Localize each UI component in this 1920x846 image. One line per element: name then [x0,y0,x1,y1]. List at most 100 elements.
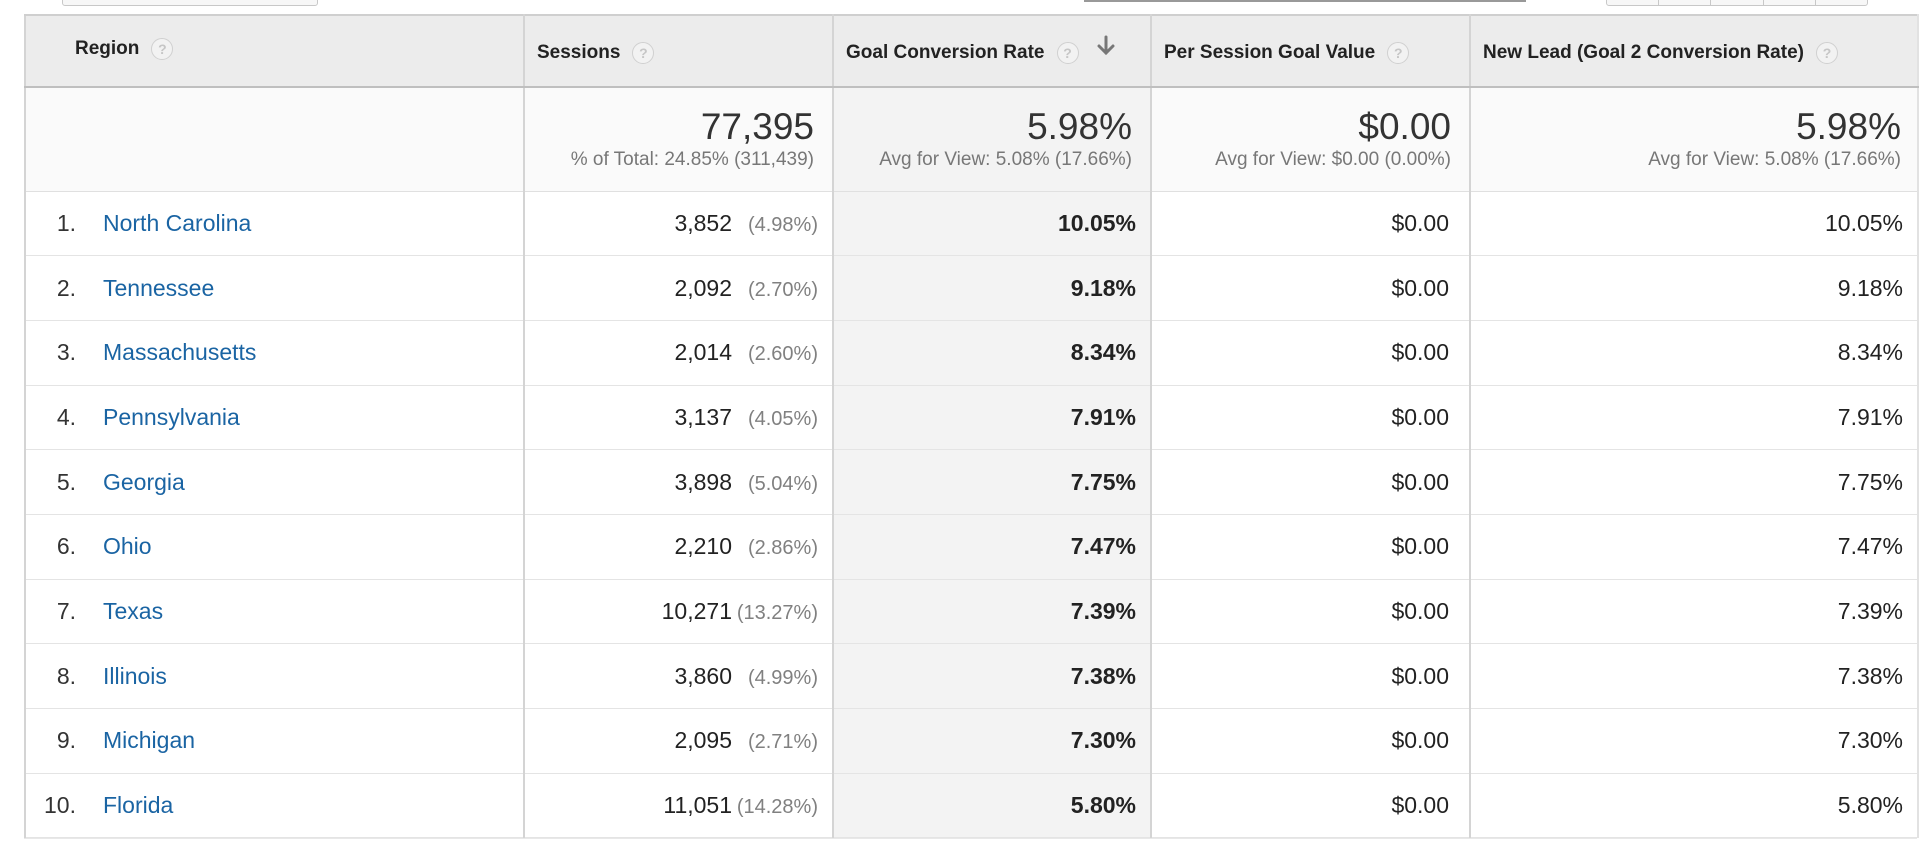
goal-conversion-rate-cell: 7.47% [833,514,1152,580]
region-link[interactable]: Ohio [103,533,152,560]
sessions-value: 2,092 [674,274,732,301]
help-icon[interactable]: ? [151,37,174,60]
search-box[interactable] [1084,0,1526,2]
help-icon[interactable]: ? [1387,41,1410,64]
column-header-region[interactable]: Region? [24,14,525,88]
sessions-cell: 2,092 (2.70%) [524,255,834,321]
new-lead-cell: 9.18% [1470,255,1919,321]
column-header-per-session-goal-value[interactable]: Per Session Goal Value? [1151,14,1471,88]
goal-conversion-rate-cell: 7.39% [833,579,1152,645]
view-toggle-2[interactable] [1658,0,1710,5]
new-lead-cell: 7.38% [1470,643,1919,709]
goal-conversion-rate-cell: 10.05% [833,191,1152,257]
sessions-cell: 2,095 (2.71%) [524,708,834,774]
new-lead-cell: 7.47% [1470,514,1919,580]
region-link[interactable]: Tennessee [103,274,215,301]
sessions-percent: (14.28%) [736,796,818,819]
column-header-goal-conversion-rate[interactable]: Goal Conversion Rate? [833,14,1152,88]
sessions-value: 3,852 [674,209,732,236]
column-header-label: New Lead (Goal 2 Conversion Rate) [1483,41,1804,63]
region-cell: 7. Texas [24,579,525,645]
table-row: 10. Florida 11,051 (14.28%) 5.80% $0.00 5.… [24,773,1919,839]
help-icon[interactable]: ? [1056,42,1079,64]
goal-conversion-rate-cell: 5.80% [833,773,1152,839]
row-index: 6. [56,533,76,560]
view-toggle-1[interactable] [1607,0,1658,5]
sessions-cell: 10,271 (13.27%) [524,579,834,645]
per-session-goal-value-cell: $0.00 [1151,514,1471,580]
totals-gcr-value: 5.98% [1027,106,1132,148]
view-toggle-5[interactable] [1814,0,1867,5]
view-toggle-4[interactable] [1762,0,1815,5]
totals-new-lead-sub: Avg for View: 5.08% (17.66%) [1648,149,1901,171]
table-row: 3. Massachusetts 2,014 (2.60%) 8.34% $0.00… [24,320,1919,386]
sessions-value: 2,210 [674,533,732,560]
goal-conversion-rate-cell: 8.34% [833,320,1152,386]
region-link[interactable]: North Carolina [103,209,252,236]
per-session-goal-value-cell: $0.00 [1151,708,1471,774]
goal-conversion-rate-cell: 7.30% [833,708,1152,774]
column-header-label: Goal Conversion Rate [846,42,1045,63]
region-link[interactable]: Pennsylvania [103,403,240,430]
sessions-cell: 2,210 (2.86%) [524,514,834,580]
totals-region-cell [24,87,525,192]
sessions-cell: 3,898 (5.04%) [524,449,834,515]
totals-psv-sub: Avg for View: $0.00 (0.00%) [1215,149,1451,171]
region-link[interactable]: Texas [103,597,164,624]
sessions-percent: (5.04%) [747,472,818,495]
help-icon[interactable]: ? [1815,41,1838,64]
region-link[interactable]: Massachusetts [103,339,257,366]
new-lead-cell: 7.39% [1470,579,1919,645]
totals-sessions-cell: 77,395 % of Total: 24.85% (311,439) [524,87,834,192]
region-cell: 4. Pennsylvania [24,385,525,451]
row-index: 7. [56,597,76,624]
row-index: 1. [56,209,76,236]
totals-sessions-value: 77,395 [700,106,814,148]
header-row: Region? Sessions? Goal Conversion Rate? … [24,14,1919,88]
column-header-new-lead[interactable]: New Lead (Goal 2 Conversion Rate)? [1470,14,1919,88]
region-cell: 1. North Carolina [24,191,525,257]
totals-psv-cell: $0.00 Avg for View: $0.00 (0.00%) [1151,87,1471,192]
region-link[interactable]: Florida [103,792,174,819]
table-row: 7. Texas 10,271 (13.27%) 7.39% $0.00 7.39% [24,579,1919,645]
goal-conversion-rate-cell: 7.38% [833,643,1152,709]
totals-gcr-sub: Avg for View: 5.08% (17.66%) [879,149,1132,171]
sessions-cell: 11,051 (14.28%) [524,773,834,839]
region-cell: 6. Ohio [24,514,525,580]
totals-row: 77,395 % of Total: 24.85% (311,439) 5.98… [24,87,1919,192]
help-icon[interactable]: ? [632,41,655,64]
table-row: 2. Tennessee 2,092 (2.70%) 9.18% $0.00 9.1… [24,255,1919,321]
per-session-goal-value-cell: $0.00 [1151,643,1471,709]
per-session-goal-value-cell: $0.00 [1151,385,1471,451]
sessions-cell: 3,852 (4.98%) [524,191,834,257]
totals-new-lead-value: 5.98% [1796,106,1901,148]
sessions-value: 3,860 [674,662,732,689]
row-index: 3. [56,339,76,366]
row-index: 9. [56,727,76,754]
new-lead-cell: 5.80% [1470,773,1919,839]
totals-psv-value: $0.00 [1358,106,1451,148]
region-link[interactable]: Michigan [103,727,196,754]
column-header-sessions[interactable]: Sessions? [524,14,834,88]
column-header-label: Per Session Goal Value [1164,41,1376,63]
arrow-down-icon[interactable] [1097,35,1115,63]
sessions-value: 3,898 [674,468,732,495]
table-row: 9. Michigan 2,095 (2.71%) 7.30% $0.00 7.30… [24,708,1919,774]
sessions-percent: (4.99%) [747,666,818,689]
row-index: 8. [56,662,76,689]
sessions-percent: (2.60%) [747,343,818,366]
view-toggle-3[interactable] [1710,0,1762,5]
row-index: 2. [56,274,76,301]
region-link[interactable]: Georgia [103,468,185,495]
new-lead-cell: 7.91% [1470,385,1919,451]
view-toggle-group[interactable] [1606,0,1868,6]
goal-conversion-rate-cell: 7.75% [833,449,1152,515]
per-session-goal-value-cell: $0.00 [1151,449,1471,515]
sessions-percent: (2.70%) [747,278,818,301]
region-link[interactable]: Illinois [103,662,167,689]
column-header-label: Region [75,37,140,59]
new-lead-cell: 7.30% [1470,708,1919,774]
table-row: 6. Ohio 2,210 (2.86%) 7.47% $0.00 7.47% [24,514,1919,580]
totals-new-lead-cell: 5.98% Avg for View: 5.08% (17.66%) [1470,87,1919,192]
dimension-selector[interactable] [62,0,318,6]
